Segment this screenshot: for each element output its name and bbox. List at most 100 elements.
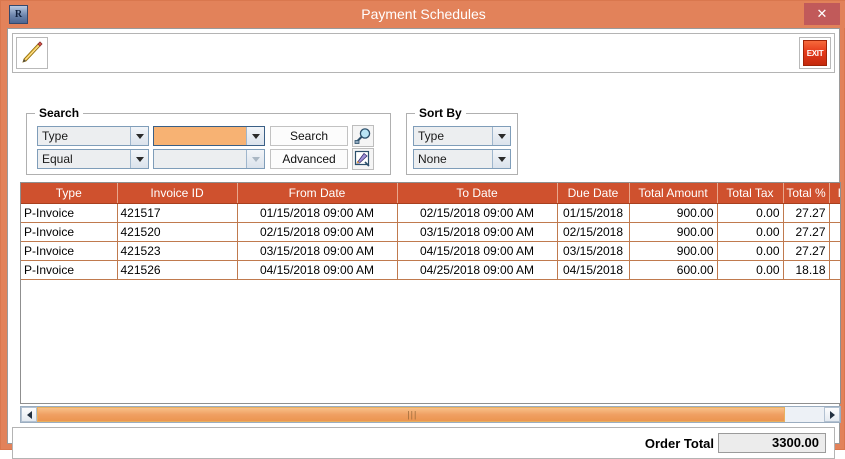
payment-schedule-grid[interactable]: Type Invoice ID From Date To Date Due Date To… — [20, 182, 841, 404]
chevron-down-icon — [492, 150, 510, 168]
table-row[interactable]: P-Invoice 421520 02/15/2018 09:00 AM 03/15/… — [21, 222, 840, 242]
edit-button[interactable] — [16, 37, 48, 69]
grid-cell-total_pct[interactable]: 18.18 — [783, 260, 830, 280]
grid-horizontal-scrollbar[interactable]: ||| — [20, 406, 841, 423]
grid-cell-total_tax[interactable]: 0.00 — [717, 203, 784, 223]
grid-cell-due_date[interactable]: 01/15/2018 — [557, 203, 630, 223]
sort-group: Sort By Type None — [406, 106, 518, 175]
search-value-primary-text — [154, 127, 246, 145]
search-operator-value: Equal — [42, 152, 73, 166]
search-field-select[interactable]: Type — [37, 126, 149, 146]
table-row[interactable]: P-Invoice 421526 04/15/2018 09:00 AM 04/25/… — [21, 260, 840, 280]
grid-cell-type[interactable]: P-Invoice — [21, 241, 118, 261]
grid-cell-from_date[interactable]: 04/15/2018 09:00 AM — [237, 260, 398, 280]
grid-cell-total_amount[interactable]: 900.00 — [629, 203, 718, 223]
search-value-secondary-text — [154, 150, 246, 168]
app-icon: R — [9, 5, 28, 24]
grid-cell-invoice_date[interactable]: 04/15/2018 — [829, 260, 840, 280]
scroll-track[interactable]: ||| — [37, 407, 824, 422]
grid-cell-invoice_id[interactable]: 421520 — [117, 222, 238, 242]
search-button[interactable]: Search — [270, 126, 348, 146]
sort-primary-select[interactable]: Type — [413, 126, 511, 146]
sort-legend: Sort By — [415, 106, 466, 120]
magnifier-icon — [354, 128, 371, 144]
grid-cell-type[interactable]: P-Invoice — [21, 222, 118, 242]
grid-cell-due_date[interactable]: 04/15/2018 — [557, 260, 630, 280]
grid-cell-total_amount[interactable]: 900.00 — [629, 222, 718, 242]
advanced-search-icon-button[interactable] — [352, 148, 374, 170]
grid-column-header[interactable]: Total Amount — [629, 183, 718, 204]
search-legend: Search — [35, 106, 84, 120]
grid-column-header[interactable]: Invoice Date — [829, 183, 840, 204]
grid-header-row: Type Invoice ID From Date To Date Due Date To… — [21, 183, 840, 204]
grid-table: Type Invoice ID From Date To Date Due Date To… — [21, 183, 840, 280]
chevron-down-icon — [492, 127, 510, 145]
grid-column-header[interactable]: From Date — [237, 183, 398, 204]
grid-cell-type[interactable]: P-Invoice — [21, 203, 118, 223]
grid-cell-total_tax[interactable]: 0.00 — [717, 222, 784, 242]
sort-secondary-value: None — [418, 152, 447, 166]
search-value-primary-input[interactable] — [153, 126, 265, 146]
sort-primary-value: Type — [418, 129, 445, 143]
scroll-left-icon[interactable] — [21, 407, 37, 422]
grid-cell-total_tax[interactable]: 0.00 — [717, 260, 784, 280]
exit-label: EXIT — [803, 40, 827, 66]
grid-cell-invoice_date[interactable]: 02/15/2018 — [829, 222, 840, 242]
exit-button[interactable]: EXIT — [799, 37, 831, 69]
advanced-search-icon — [354, 150, 370, 167]
client-area: EXIT Search Type Equal Search — [7, 28, 841, 459]
grid-cell-to_date[interactable]: 04/15/2018 09:00 AM — [397, 241, 558, 261]
grid-cell-total_pct[interactable]: 27.27 — [783, 203, 830, 223]
search-value-secondary-input[interactable] — [153, 149, 265, 169]
grid-cell-due_date[interactable]: 03/15/2018 — [557, 241, 630, 261]
table-row[interactable]: P-Invoice 421517 01/15/2018 09:00 AM 02/15/… — [21, 203, 840, 223]
order-total-label: Order Total — [644, 436, 714, 451]
advanced-button[interactable]: Advanced — [270, 149, 348, 169]
scroll-right-icon[interactable] — [824, 407, 840, 422]
grid-cell-from_date[interactable]: 01/15/2018 09:00 AM — [237, 203, 398, 223]
grid-column-header[interactable]: To Date — [397, 183, 558, 204]
grid-cell-from_date[interactable]: 03/15/2018 09:00 AM — [237, 241, 398, 261]
scroll-thumb[interactable]: ||| — [37, 407, 785, 422]
grid-cell-total_amount[interactable]: 900.00 — [629, 241, 718, 261]
search-operator-select[interactable]: Equal — [37, 149, 149, 169]
toolbar: EXIT — [12, 33, 835, 73]
chevron-down-icon — [130, 150, 148, 168]
grid-column-header[interactable]: Due Date — [557, 183, 630, 204]
grid-cell-invoice_date[interactable]: 03/15/2018 — [829, 241, 840, 261]
sort-secondary-select[interactable]: None — [413, 149, 511, 169]
grid-column-header[interactable]: Invoice ID — [117, 183, 238, 204]
grid-column-header[interactable]: Total Tax — [717, 183, 784, 204]
grid-cell-invoice_id[interactable]: 421523 — [117, 241, 238, 261]
title-bar: R Payment Schedules ✕ — [1, 1, 845, 28]
grid-column-header[interactable]: Type — [21, 183, 118, 204]
close-icon[interactable]: ✕ — [804, 3, 840, 25]
grid-cell-total_amount[interactable]: 600.00 — [629, 260, 718, 280]
pencil-icon — [22, 41, 43, 63]
scroll-grip: ||| — [407, 409, 418, 419]
chevron-down-icon — [246, 127, 264, 145]
grid-cell-total_pct[interactable]: 27.27 — [783, 222, 830, 242]
grid-cell-total_tax[interactable]: 0.00 — [717, 241, 784, 261]
grid-cell-invoice_id[interactable]: 421526 — [117, 260, 238, 280]
chevron-down-icon — [130, 127, 148, 145]
grid-cell-to_date[interactable]: 04/25/2018 09:00 AM — [397, 260, 558, 280]
table-row[interactable]: P-Invoice 421523 03/15/2018 09:00 AM 04/15/… — [21, 241, 840, 261]
grid-cell-from_date[interactable]: 02/15/2018 09:00 AM — [237, 222, 398, 242]
grid-cell-invoice_id[interactable]: 421517 — [117, 203, 238, 223]
grid-column-header[interactable]: Total % — [783, 183, 830, 204]
window-title: Payment Schedules — [361, 6, 486, 22]
grid-cell-to_date[interactable]: 03/15/2018 09:00 AM — [397, 222, 558, 242]
grid-cell-total_pct[interactable]: 27.27 — [783, 241, 830, 261]
grid-cell-invoice_date[interactable]: 01/15/2018 — [829, 203, 840, 223]
grid-cell-type[interactable]: P-Invoice — [21, 260, 118, 280]
search-group: Search Type Equal Search Advanced — [26, 106, 391, 175]
grid-cell-due_date[interactable]: 02/15/2018 — [557, 222, 630, 242]
search-field-value: Type — [42, 129, 69, 143]
chevron-down-icon — [246, 150, 264, 168]
order-total-value: 3300.00 — [718, 433, 826, 453]
footer-bar: Order Total 3300.00 — [12, 427, 835, 459]
grid-cell-to_date[interactable]: 02/15/2018 09:00 AM — [397, 203, 558, 223]
search-icon-button[interactable] — [352, 125, 374, 147]
